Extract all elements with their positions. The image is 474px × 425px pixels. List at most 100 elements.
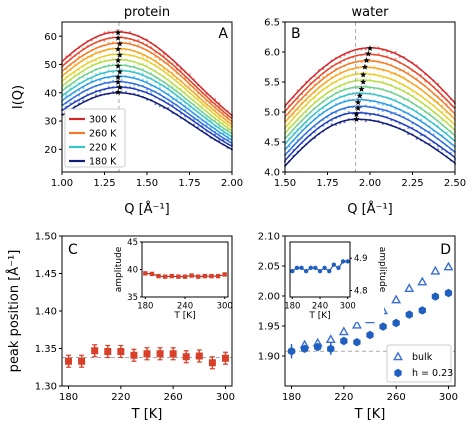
y-tick-label: 4.9 xyxy=(354,254,368,264)
data-point xyxy=(182,353,190,361)
plot-frame xyxy=(284,235,456,387)
fit-curve xyxy=(61,86,233,147)
data-point xyxy=(364,48,367,51)
y-tick-label: 4.8 xyxy=(354,287,368,297)
y-tick-label: 2.10 xyxy=(258,232,280,243)
data-point xyxy=(377,102,380,105)
hydrated-point xyxy=(431,292,440,301)
y-tick-label: 2.05 xyxy=(258,262,280,273)
y-axis-label: I(Q) xyxy=(11,85,26,109)
x-axis-label: T [K] xyxy=(354,407,386,422)
data-point xyxy=(117,348,125,355)
panel-letter: A xyxy=(218,26,228,42)
x-tick-label: 1.25 xyxy=(93,178,115,189)
data-point xyxy=(360,61,363,64)
data-point xyxy=(347,110,350,114)
peak-marker xyxy=(354,105,362,112)
x-tick-label: 240 xyxy=(312,302,328,312)
inset-point xyxy=(308,265,313,271)
inset-x-label: T [K] xyxy=(173,311,195,321)
hydrated-point xyxy=(353,338,361,347)
fit-curve xyxy=(61,36,233,120)
inset-point xyxy=(313,265,318,271)
x-tick-label: 220 xyxy=(334,392,353,403)
peak-marker xyxy=(114,34,122,41)
peak-marker xyxy=(114,45,122,52)
x-tick-label: 180 xyxy=(137,302,153,312)
peak-marker xyxy=(114,73,122,80)
peak-marker xyxy=(353,111,360,118)
peak-marker xyxy=(354,99,362,106)
hydrated-point xyxy=(379,322,387,331)
inset-point xyxy=(156,273,161,279)
data-point xyxy=(133,75,136,78)
data-point xyxy=(368,114,372,117)
y-axis-label: peak position [Å⁻¹] xyxy=(6,250,22,373)
peak-marker xyxy=(114,88,122,95)
inset-point xyxy=(169,273,174,279)
legend-label: 260 K xyxy=(89,129,117,140)
y-tick-label: 1.50 xyxy=(35,232,57,243)
x-tick-label: 300 xyxy=(340,302,356,312)
fit-curve xyxy=(284,105,456,156)
inset-point xyxy=(336,265,341,271)
hydrated-point xyxy=(366,330,374,340)
y-tick-label: 5.5 xyxy=(264,78,280,89)
fit-curve xyxy=(284,98,456,151)
y-tick-label: 50 xyxy=(44,60,57,71)
legend-box xyxy=(386,344,452,383)
inset-point xyxy=(345,259,350,264)
bulk-point xyxy=(404,283,415,293)
panel-title: protein xyxy=(124,5,170,20)
data-point xyxy=(65,357,73,365)
inset-point xyxy=(341,259,346,264)
x-tick-label: 260 xyxy=(387,392,406,403)
data-point xyxy=(195,352,203,360)
peak-marker xyxy=(114,29,122,36)
inset-point xyxy=(222,272,227,277)
data-point xyxy=(143,350,151,358)
x-tick-label: 1.50 xyxy=(274,178,296,189)
legend-label: 220 K xyxy=(89,143,117,154)
x-tick-label: 180 xyxy=(284,302,300,312)
fit-curve xyxy=(61,92,233,151)
fit-curve xyxy=(61,47,233,126)
inset-y-label: amplitude xyxy=(114,246,124,292)
legend-label: 180 K xyxy=(89,157,117,168)
data-point xyxy=(104,348,112,355)
inset-point xyxy=(182,274,188,279)
x-axis-label: T [K] xyxy=(131,407,163,422)
inset-y-label: amplitude xyxy=(377,247,387,293)
inset-background xyxy=(288,240,384,322)
peak-marker xyxy=(114,78,122,85)
y-tick-label: 40 xyxy=(44,88,57,99)
y-tick-label: 1.90 xyxy=(258,352,280,363)
y-tick-label: 1.35 xyxy=(35,344,57,355)
panel-d: 180 220 260 300 1.90 1.95 2.00 2.05 2.10 D T [K] bu… xyxy=(258,232,458,422)
fit-curve xyxy=(61,80,233,144)
bulk-point xyxy=(417,276,428,286)
peak-marker xyxy=(365,50,372,57)
peak-marker xyxy=(116,68,123,75)
x-tick-label: 2.00 xyxy=(359,178,381,189)
inset-point xyxy=(327,268,332,274)
hydrated-point xyxy=(327,344,335,353)
y-tick-label: 1.40 xyxy=(35,307,57,318)
inset-point xyxy=(196,274,201,279)
inset-point xyxy=(149,271,155,277)
inset-point xyxy=(331,262,336,268)
panel-a: 1.00 1.25 1.50 1.75 2.00 20 30 40 50 60 protein A Q … xyxy=(11,5,243,217)
bulk-point xyxy=(351,319,362,329)
y-tick-label: 35 xyxy=(127,293,138,303)
x-tick-label: 300 xyxy=(216,392,235,403)
bulk-point xyxy=(325,334,336,344)
y-tick-label: 20 xyxy=(44,145,57,156)
legend-marker-hydrated xyxy=(394,368,402,378)
y-tick-label: 5.0 xyxy=(264,108,280,119)
hydrated-point xyxy=(392,318,400,328)
x-tick-label: 180 xyxy=(59,392,78,403)
peak-marker xyxy=(366,45,374,52)
bulk-point xyxy=(338,326,349,336)
y-tick-label: 2.00 xyxy=(258,292,280,303)
x-tick-label: 300 xyxy=(217,302,233,312)
